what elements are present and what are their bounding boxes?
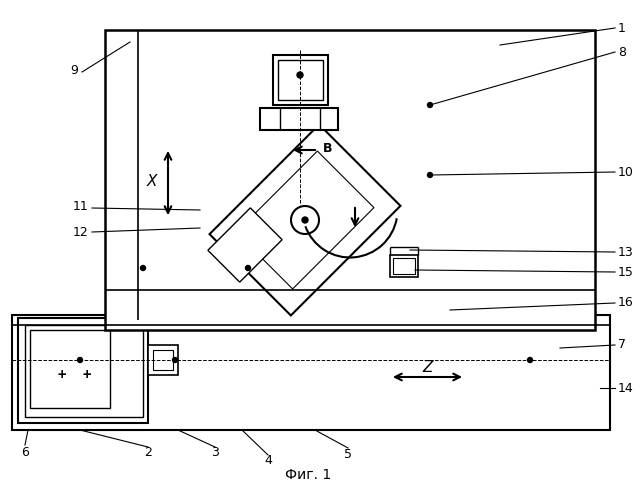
Bar	[105, 30, 595, 330]
Bar	[393, 258, 415, 274]
Text: 13: 13	[618, 245, 634, 259]
Text: X: X	[147, 175, 157, 189]
Circle shape	[77, 358, 83, 363]
Bar	[148, 345, 178, 375]
Circle shape	[173, 358, 177, 363]
Circle shape	[297, 72, 303, 78]
Text: 8: 8	[618, 45, 626, 59]
Bar	[25, 325, 143, 417]
Bar	[273, 55, 328, 105]
Circle shape	[527, 358, 532, 363]
Bar	[153, 350, 173, 370]
Circle shape	[428, 102, 433, 107]
Text: +: +	[83, 368, 91, 382]
Text: 14: 14	[618, 382, 634, 394]
Polygon shape	[236, 151, 374, 289]
Bar	[30, 330, 110, 408]
Text: 1: 1	[618, 21, 626, 35]
Bar	[260, 108, 338, 130]
Text: B: B	[323, 142, 333, 155]
Bar	[12, 315, 610, 430]
Text: Фиг. 1: Фиг. 1	[285, 468, 331, 482]
Polygon shape	[209, 124, 401, 315]
Circle shape	[302, 217, 308, 223]
Text: 16: 16	[618, 297, 634, 309]
Text: 4: 4	[264, 454, 272, 468]
Text: 2: 2	[144, 447, 152, 460]
Text: +: +	[58, 368, 66, 382]
Bar	[18, 318, 148, 423]
Text: Z: Z	[423, 360, 433, 374]
Circle shape	[141, 265, 145, 270]
Bar	[278, 60, 323, 100]
Text: 7: 7	[618, 339, 626, 351]
Text: 5: 5	[344, 447, 352, 461]
Polygon shape	[208, 208, 282, 282]
Text: 15: 15	[618, 265, 634, 279]
Circle shape	[246, 265, 250, 270]
Text: 12: 12	[72, 225, 88, 239]
Bar	[390, 255, 418, 277]
Text: 6: 6	[21, 446, 29, 459]
Text: 11: 11	[72, 200, 88, 212]
Text: 9: 9	[70, 63, 78, 77]
Text: 10: 10	[618, 165, 634, 179]
Circle shape	[428, 172, 433, 178]
Text: 3: 3	[211, 447, 219, 460]
